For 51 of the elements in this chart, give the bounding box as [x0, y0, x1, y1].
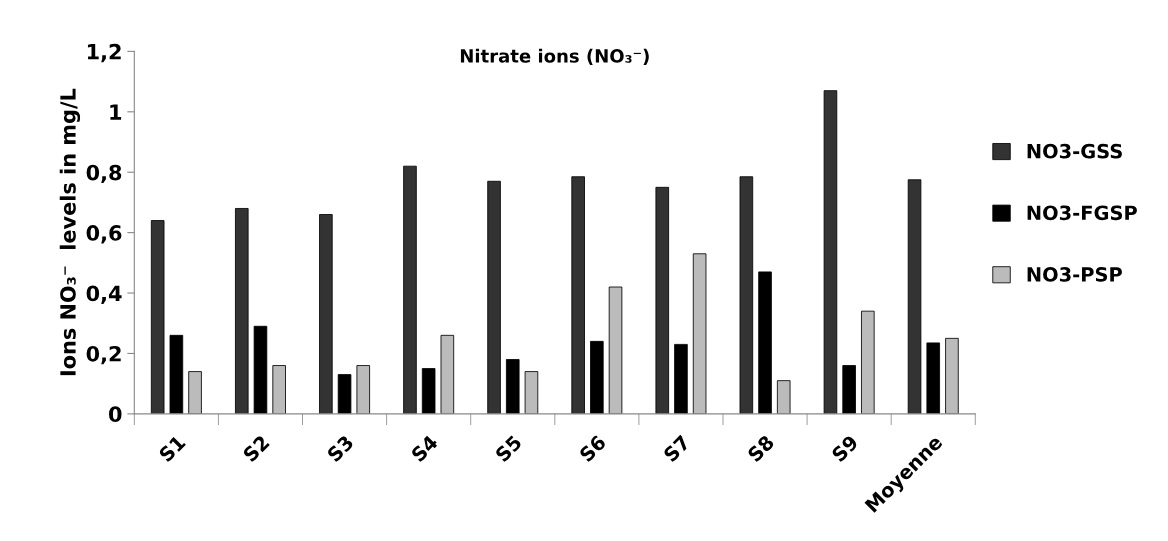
- bar: [524, 371, 539, 414]
- y-tick-label: 0,4: [86, 285, 122, 304]
- legend-label: NO3-PSP: [1027, 267, 1122, 282]
- bar: [823, 90, 838, 414]
- bar: [403, 165, 417, 414]
- x-tick-label: S3: [326, 434, 355, 463]
- chart-title: Nitrate ions (NO₃⁻): [460, 48, 649, 65]
- x-tick-label: S4: [410, 434, 439, 463]
- bar: [169, 334, 184, 414]
- bar: [590, 340, 604, 414]
- x-tick-label: S6: [578, 434, 607, 463]
- bar: [337, 374, 352, 414]
- y-tick-label: 0,6: [86, 225, 122, 244]
- bar: [608, 286, 623, 414]
- bar: [674, 343, 688, 414]
- bar: [150, 220, 165, 414]
- y-axis-title: Ions NO₃⁻ levels in mg/L: [59, 88, 81, 376]
- x-tick-label: S1: [158, 434, 187, 463]
- x-tick-label: S5: [494, 434, 523, 463]
- y-tick-label: 1,2: [87, 43, 121, 63]
- bar: [926, 342, 941, 414]
- bar: [440, 334, 455, 414]
- bar: [842, 365, 856, 414]
- bar: [272, 365, 286, 414]
- x-tick-label: S2: [242, 434, 270, 463]
- legend-label: NO3-FGSP: [1027, 205, 1137, 221]
- x-tick-label: S9: [830, 434, 859, 463]
- x-tick-label: S8: [746, 434, 775, 463]
- bar: [758, 271, 772, 414]
- bar: [319, 214, 333, 414]
- bar: [188, 371, 202, 414]
- y-tick-label: 0,8: [86, 164, 122, 184]
- bar: [356, 365, 371, 414]
- x-tick-label: S7: [662, 434, 691, 463]
- legend-label: NO3-GSS: [1027, 143, 1122, 159]
- bar: [421, 368, 436, 414]
- bar: [692, 253, 707, 414]
- bar: [253, 325, 268, 414]
- bar: [505, 359, 520, 414]
- bar: [655, 186, 670, 414]
- bar: [907, 179, 922, 414]
- y-tick-label: 0,2: [86, 345, 121, 365]
- bar: [861, 310, 875, 414]
- y-tick-label: 1: [110, 104, 122, 120]
- bar: [945, 337, 959, 414]
- bar: [487, 180, 501, 414]
- bar: [571, 176, 585, 414]
- bar: [776, 380, 791, 414]
- bar: [235, 208, 249, 414]
- bar: [739, 176, 754, 414]
- y-tick-label: 0: [109, 406, 122, 423]
